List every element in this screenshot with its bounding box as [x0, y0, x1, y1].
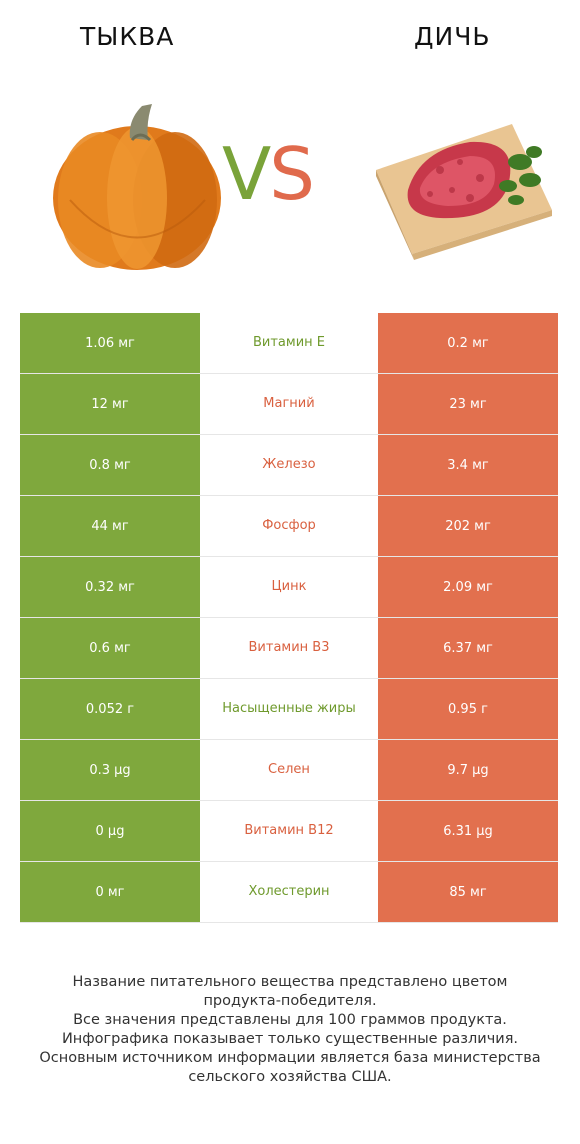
footer-line: сельского хозяйства США.	[188, 1069, 392, 1085]
nutrient-row: 44 мг Фосфор 202 мг	[20, 495, 558, 557]
left-value: 0.052 г	[20, 678, 200, 740]
product-right-title: ДИЧЬ	[414, 22, 491, 51]
nutrient-name: Витамин B12	[200, 800, 378, 862]
versus-label: VS	[222, 138, 315, 210]
nutrient-row: 0.6 мг Витамин B3 6.37 мг	[20, 617, 558, 679]
nutrient-name: Железо	[200, 434, 378, 496]
nutrient-name: Холестерин	[200, 861, 378, 923]
nutrient-name: Насыщенные жиры	[200, 678, 378, 740]
pumpkin-image	[53, 104, 221, 270]
vs-v: V	[222, 132, 271, 216]
right-value: 23 мг	[378, 373, 558, 435]
nutrient-row: 1.06 мг Витамин E 0.2 мг	[20, 313, 558, 374]
left-value: 0 мг	[20, 861, 200, 923]
product-left-title: ТЫКВА	[80, 22, 175, 51]
footer-line: Основным источником информации является …	[39, 1050, 541, 1066]
right-value: 6.31 µg	[378, 800, 558, 862]
right-value: 0.95 г	[378, 678, 558, 740]
left-value: 1.06 мг	[20, 313, 200, 374]
meat-image	[376, 124, 552, 260]
left-value: 44 мг	[20, 495, 200, 557]
nutrient-row: 0.3 µg Селен 9.7 µg	[20, 739, 558, 801]
left-value: 0.32 мг	[20, 556, 200, 618]
nutrient-row: 0 мг Холестерин 85 мг	[20, 861, 558, 923]
left-value: 0.8 мг	[20, 434, 200, 496]
nutrient-name: Селен	[200, 739, 378, 801]
vs-s: S	[269, 132, 315, 216]
footer-line: Инфографика показывает только существенн…	[61, 1031, 519, 1047]
nutrient-name: Витамин B3	[200, 617, 378, 679]
right-value: 2.09 мг	[378, 556, 558, 618]
nutrient-name: Магний	[200, 373, 378, 435]
left-value: 0.3 µg	[20, 739, 200, 801]
hero-images	[53, 104, 552, 270]
nutrient-name: Витамин E	[200, 313, 378, 374]
nutrient-name: Цинк	[200, 556, 378, 618]
nutrient-name: Фосфор	[200, 495, 378, 557]
footer-line: Название питательного вещества представл…	[72, 974, 508, 990]
nutrient-row: 0.32 мг Цинк 2.09 мг	[20, 556, 558, 618]
right-value: 85 мг	[378, 861, 558, 923]
nutrient-row: 0.8 мг Железо 3.4 мг	[20, 434, 558, 496]
footer-line: продукта-победителя.	[203, 993, 377, 1009]
footer-line: Все значения представлены для 100 граммо…	[73, 1012, 507, 1028]
right-value: 202 мг	[378, 495, 558, 557]
right-value: 0.2 мг	[378, 313, 558, 374]
left-value: 0.6 мг	[20, 617, 200, 679]
nutrient-row: 12 мг Магний 23 мг	[20, 373, 558, 435]
right-value: 3.4 мг	[378, 434, 558, 496]
footer-notes: Название питательного вещества представл…	[20, 973, 560, 1087]
nutrient-row: 0.052 г Насыщенные жиры 0.95 г	[20, 678, 558, 740]
left-value: 0 µg	[20, 800, 200, 862]
left-value: 12 мг	[20, 373, 200, 435]
right-value: 6.37 мг	[378, 617, 558, 679]
right-value: 9.7 µg	[378, 739, 558, 801]
comparison-table: 1.06 мг Витамин E 0.2 мг 12 мг Магний 23 мг 0.…	[20, 313, 558, 923]
nutrient-row: 0 µg Витамин B12 6.31 µg	[20, 800, 558, 862]
